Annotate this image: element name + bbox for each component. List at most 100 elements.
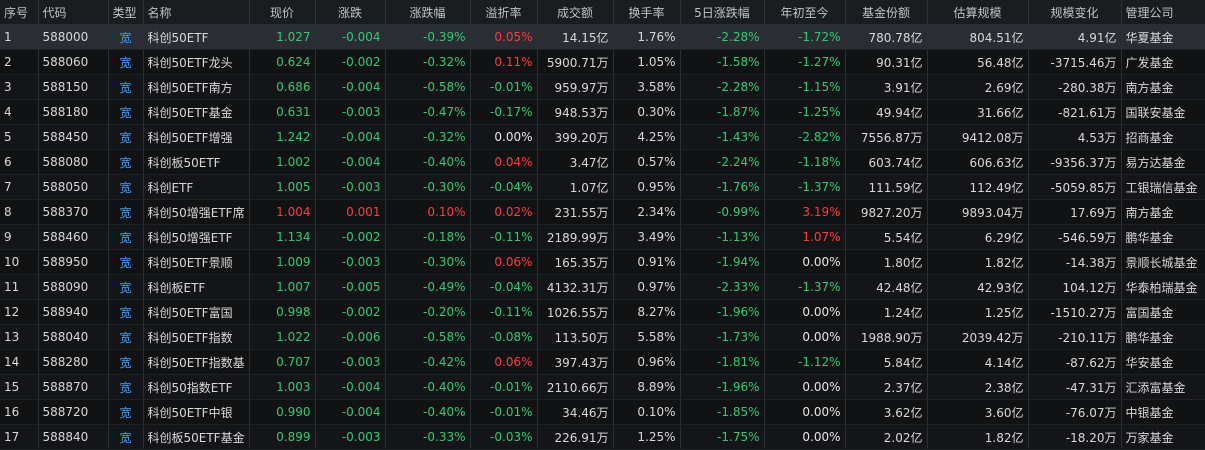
- header-col-scale[interactable]: 估算规模: [927, 0, 1029, 25]
- table-row[interactable]: 6 588080 宽科创板50ETF 1.002 -0.004 -0.40% 0.04% 3.…: [0, 149, 1205, 175]
- row-scale: 2.38亿: [927, 374, 1029, 400]
- row-name: 科创50ETF龙头: [143, 49, 250, 75]
- header-col-turnover[interactable]: 换手率: [613, 0, 681, 25]
- table-row[interactable]: 16 588720 宽科创50ETF中银 0.990 -0.004 -0.40% -0.01…: [0, 399, 1205, 425]
- row-code: 588000: [38, 24, 109, 50]
- row-ytd: 0.00%: [764, 324, 846, 350]
- row-shares: 90.31亿: [845, 49, 928, 75]
- row-5d-change: -2.33%: [680, 274, 765, 300]
- header-col-premium[interactable]: 溢折率: [470, 0, 538, 25]
- row-code: 588720: [38, 399, 109, 425]
- row-scale-change: -14.38万: [1028, 249, 1122, 275]
- header-row: 序号 代码 类型 名称 现价 涨跌 涨跌幅 溢折率 成交额 换手率 5日涨跌幅 年初至今 基金份额 估算规…: [0, 0, 1205, 25]
- row-change-pct: 0.10%: [385, 199, 471, 225]
- header-col-5d-change[interactable]: 5日涨跌幅: [680, 0, 765, 25]
- row-name: 科创50ETF富国: [143, 299, 250, 325]
- row-type-badge: 宽: [108, 149, 144, 175]
- row-scale: 1.82亿: [927, 424, 1029, 450]
- table-row[interactable]: 13 588040 宽科创50ETF指数 1.022 -0.006 -0.58% -0.08…: [0, 324, 1205, 350]
- row-ytd: 0.00%: [764, 424, 846, 450]
- row-change-pct: -0.40%: [385, 374, 471, 400]
- header-col-price[interactable]: 现价: [249, 0, 316, 25]
- row-code: 588840: [38, 424, 109, 450]
- row-change: -0.003: [315, 424, 386, 450]
- row-amount: 3.47亿: [537, 149, 614, 175]
- row-premium: -0.17%: [470, 99, 538, 125]
- row-shares: 111.59亿: [845, 174, 928, 200]
- row-change-pct: -0.49%: [385, 274, 471, 300]
- row-type-badge: 宽: [108, 374, 144, 400]
- table-row[interactable]: 12 588940 宽科创50ETF富国 0.998 -0.002 -0.20% -0.11…: [0, 299, 1205, 325]
- table-row[interactable]: 5 588450 宽科创50ETF增强 1.242 -0.004 -0.32% 0.00% 3…: [0, 124, 1205, 150]
- header-col-change-pct[interactable]: 涨跌幅: [385, 0, 471, 25]
- row-amount: 399.20万: [537, 124, 614, 150]
- header-col-name[interactable]: 名称: [143, 0, 250, 25]
- row-type-badge: 宽: [108, 124, 144, 150]
- table-row[interactable]: 9 588460 宽科创50增强ETF 1.134 -0.002 -0.18% -0.11%…: [0, 224, 1205, 250]
- row-shares: 1.80亿: [845, 249, 928, 275]
- table-row[interactable]: 10 588950 宽科创50ETF景顺 1.009 -0.003 -0.30% 0.06%…: [0, 249, 1205, 275]
- row-type-badge: 宽: [108, 349, 144, 375]
- header-col-code[interactable]: 代码: [38, 0, 109, 25]
- row-scale-change: -9356.37万: [1028, 149, 1122, 175]
- row-name: 科创50ETF指数: [143, 324, 250, 350]
- table-row[interactable]: 1 588000 宽科创50ETF 1.027 -0.004 -0.39% 0.05% 14.…: [0, 24, 1205, 50]
- row-manager: 汇添富基金: [1121, 374, 1205, 400]
- row-ytd: -1.18%: [764, 149, 846, 175]
- header-col-index[interactable]: 序号: [0, 0, 39, 25]
- table-row[interactable]: 15 588870 宽科创50指数ETF 1.003 -0.004 -0.40% -0.01…: [0, 374, 1205, 400]
- row-type-badge: 宽: [108, 174, 144, 200]
- header-col-manager[interactable]: 管理公司: [1121, 0, 1205, 25]
- row-amount: 948.53万: [537, 99, 614, 125]
- table-row[interactable]: 4 588180 宽科创50ETF基金 0.631 -0.003 -0.47% -0.17%…: [0, 99, 1205, 125]
- row-index: 15: [0, 374, 39, 400]
- table-row[interactable]: 11 588090 宽科创板ETF 1.007 -0.005 -0.49% -0.04% 41…: [0, 274, 1205, 300]
- header-col-amount[interactable]: 成交额: [537, 0, 614, 25]
- row-manager: 招商基金: [1121, 124, 1205, 150]
- header-col-shares[interactable]: 基金份额: [845, 0, 928, 25]
- row-change: -0.004: [315, 74, 386, 100]
- table-row[interactable]: 17 588840 宽科创板50ETF基金 0.899 -0.003 -0.33% -0.0…: [0, 424, 1205, 450]
- row-code: 588940: [38, 299, 109, 325]
- row-turnover: 3.58%: [613, 74, 681, 100]
- row-amount: 397.43万: [537, 349, 614, 375]
- row-code: 588090: [38, 274, 109, 300]
- row-premium: -0.11%: [470, 224, 538, 250]
- header-col-type[interactable]: 类型: [108, 0, 144, 25]
- row-change: -0.004: [315, 24, 386, 50]
- row-price: 1.003: [249, 374, 316, 400]
- row-shares: 7556.87万: [845, 124, 928, 150]
- row-name: 科创板50ETF: [143, 149, 250, 175]
- row-amount: 959.97万: [537, 74, 614, 100]
- row-change: -0.002: [315, 49, 386, 75]
- row-turnover: 8.89%: [613, 374, 681, 400]
- table-row[interactable]: 14 588280 宽科创50ETF指数基 0.707 -0.003 -0.42% 0.06…: [0, 349, 1205, 375]
- header-col-ytd[interactable]: 年初至今: [764, 0, 846, 25]
- row-turnover: 0.97%: [613, 274, 681, 300]
- row-change: -0.002: [315, 299, 386, 325]
- row-turnover: 2.34%: [613, 199, 681, 225]
- header-col-scale-change[interactable]: 规模变化: [1028, 0, 1122, 25]
- row-amount: 1.07亿: [537, 174, 614, 200]
- table-row[interactable]: 7 588050 宽科创ETF 1.005 -0.003 -0.30% -0.04% 1.07…: [0, 174, 1205, 200]
- row-code: 588280: [38, 349, 109, 375]
- row-price: 1.002: [249, 149, 316, 175]
- row-manager: 鹏华基金: [1121, 224, 1205, 250]
- row-scale: 42.93亿: [927, 274, 1029, 300]
- row-scale-change: -76.07万: [1028, 399, 1122, 425]
- table-row[interactable]: 2 588060 宽科创50ETF龙头 0.624 -0.002 -0.32% 0.11% 5…: [0, 49, 1205, 75]
- table-row[interactable]: 3 588150 宽科创50ETF南方 0.686 -0.004 -0.58% -0.01%…: [0, 74, 1205, 100]
- row-manager: 富国基金: [1121, 299, 1205, 325]
- row-amount: 226.91万: [537, 424, 614, 450]
- row-scale-change: 104.12万: [1028, 274, 1122, 300]
- row-name: 科创50增强ETF席: [143, 199, 250, 225]
- row-ytd: -1.72%: [764, 24, 846, 50]
- table-row[interactable]: 8 588370 宽科创50增强ETF席 1.004 0.001 0.10% 0.02% 23…: [0, 199, 1205, 225]
- row-index: 16: [0, 399, 39, 425]
- header-col-change[interactable]: 涨跌: [315, 0, 386, 25]
- row-change: -0.003: [315, 99, 386, 125]
- row-change-pct: -0.30%: [385, 174, 471, 200]
- row-change-pct: -0.58%: [385, 74, 471, 100]
- row-shares: 603.74亿: [845, 149, 928, 175]
- row-scale: 804.51亿: [927, 24, 1029, 50]
